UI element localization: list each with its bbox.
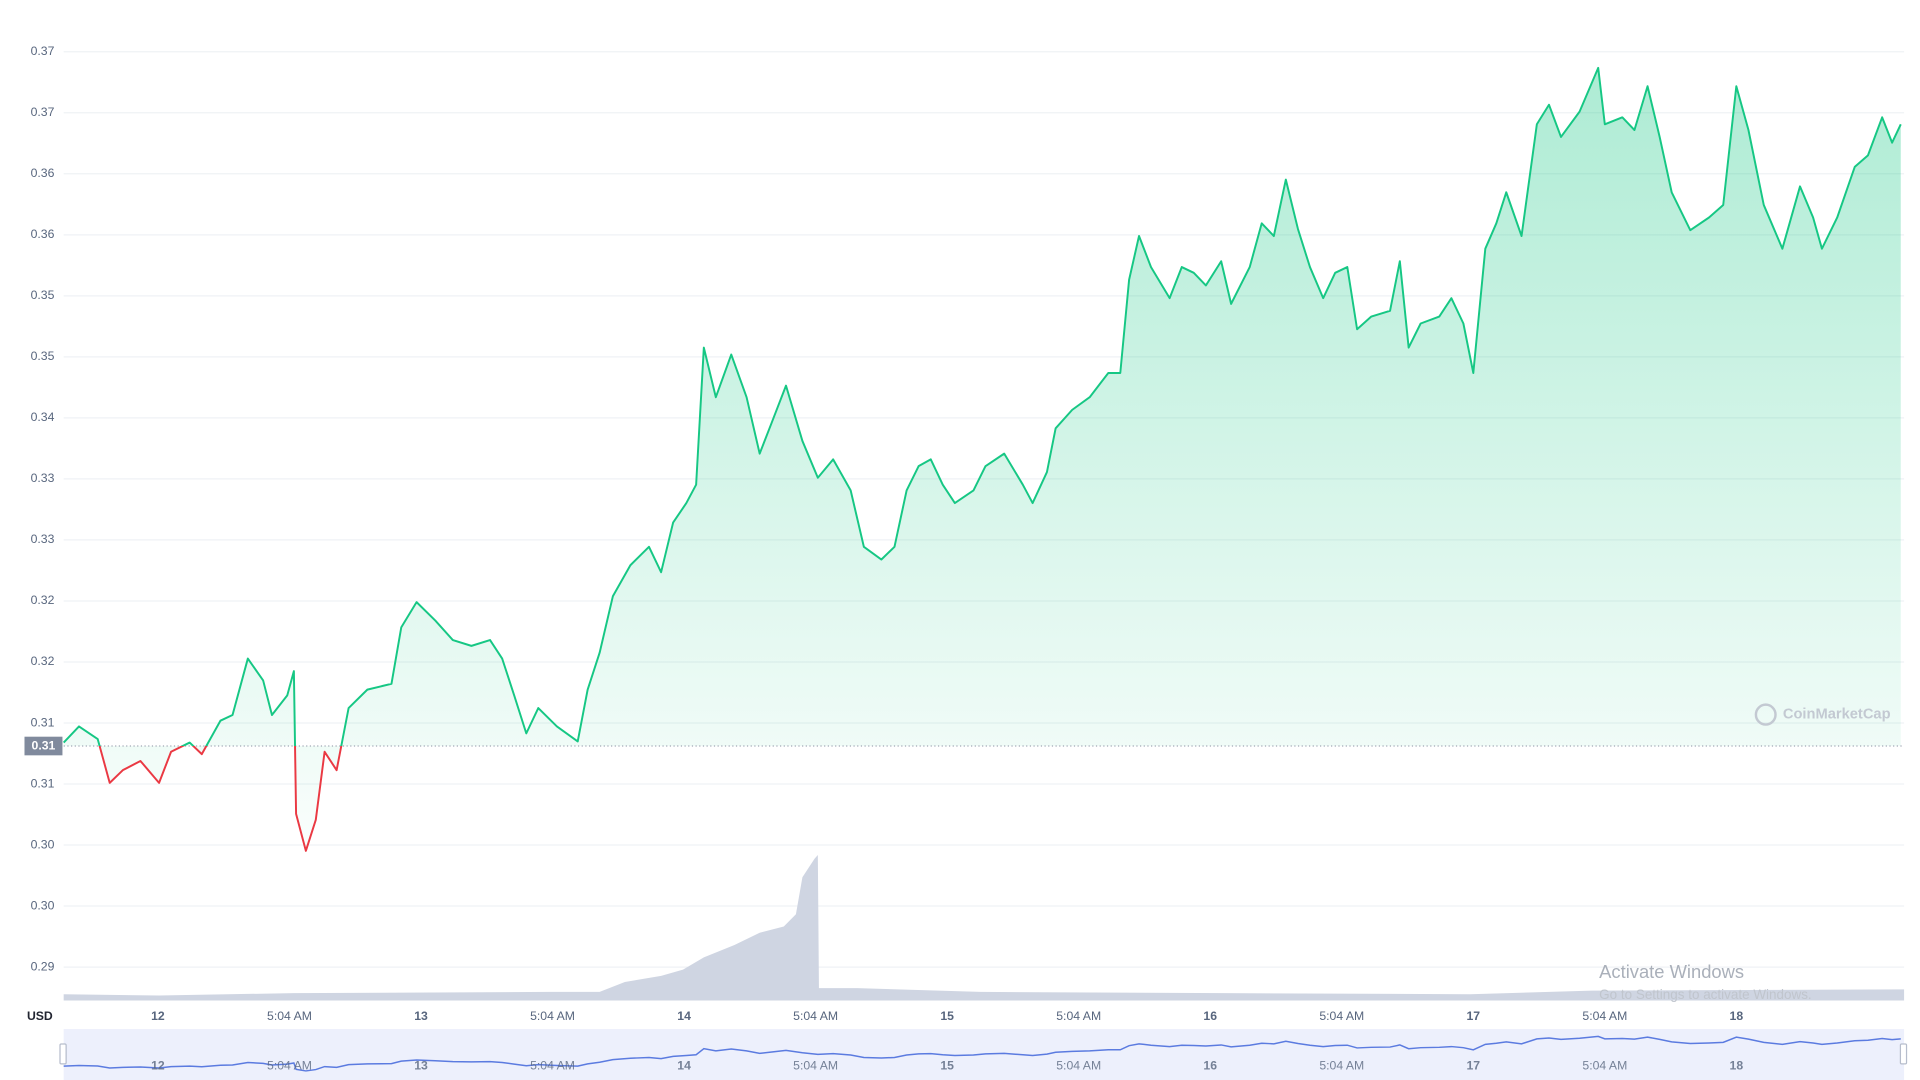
y-tick-label: 0.31: [31, 715, 55, 729]
watermark-icon: [1754, 703, 1777, 726]
navigator-tick-label: 5:04 AM: [267, 1059, 312, 1073]
y-tick-label: 0.37: [31, 105, 55, 119]
navigator-tick-label: 14: [677, 1059, 691, 1073]
navigator-handle-right[interactable]: [1899, 1043, 1908, 1065]
x-tick-label: 5:04 AM: [530, 1009, 575, 1023]
price-line: [62, 66, 1902, 852]
currency-label: USD: [27, 1009, 53, 1023]
navigator-line: [63, 1035, 1901, 1072]
y-tick-label: 0.29: [31, 959, 55, 973]
y-tick-label: 0.32: [31, 593, 55, 607]
x-tick-label: 5:04 AM: [793, 1009, 838, 1023]
price-tag-label: 0.31: [32, 738, 56, 752]
navigator-tick-label: 18: [1730, 1059, 1744, 1073]
y-tick-label: 0.30: [31, 898, 55, 912]
navigator-tick-label: 17: [1466, 1059, 1480, 1073]
x-tick-label: 17: [1466, 1009, 1480, 1023]
x-tick-label: 5:04 AM: [1582, 1009, 1627, 1023]
navigator-tick-label: 12: [151, 1059, 165, 1073]
navigator-tick-label: 15: [940, 1059, 954, 1073]
x-tick-label: 5:04 AM: [267, 1009, 312, 1023]
activation-title: Activate Windows: [1599, 961, 1744, 982]
navigator-tick-label: 16: [1203, 1059, 1217, 1073]
y-tick-label: 0.31: [31, 776, 55, 790]
y-tick-label: 0.33: [31, 471, 55, 485]
x-tick-label: 12: [151, 1009, 165, 1023]
navigator-tick-label: 5:04 AM: [793, 1059, 838, 1073]
price-area: [63, 67, 1901, 851]
price-tag: [24, 736, 63, 756]
x-tick-label: 5:04 AM: [1056, 1009, 1101, 1023]
navigator-tick-label: 5:04 AM: [1056, 1059, 1101, 1073]
navigator-tick-label: 5:04 AM: [530, 1059, 575, 1073]
y-tick-label: 0.36: [31, 166, 55, 180]
navigator-tick-label: 5:04 AM: [1582, 1059, 1627, 1073]
y-tick-label: 0.36: [31, 227, 55, 241]
x-tick-label: 14: [677, 1009, 691, 1023]
x-tick-label: 16: [1203, 1009, 1217, 1023]
navigator-handle-left[interactable]: [59, 1043, 67, 1065]
y-tick-label: 0.37: [31, 44, 55, 58]
y-tick-label: 0.30: [31, 837, 55, 851]
y-tick-label: 0.32: [31, 654, 55, 668]
navigator-tick-label: 13: [414, 1059, 428, 1073]
navigator-tick-label: 5:04 AM: [1319, 1059, 1364, 1073]
x-tick-label: 5:04 AM: [1319, 1009, 1364, 1023]
y-tick-label: 0.33: [31, 532, 55, 546]
watermark: CoinMarketCap: [1783, 706, 1891, 722]
y-tick-label: 0.35: [31, 349, 55, 363]
activation-subtitle: Go to Settings to activate Windows.: [1599, 987, 1811, 1002]
x-tick-label: 13: [414, 1009, 428, 1023]
y-tick-label: 0.35: [31, 288, 55, 302]
y-tick-label: 0.34: [31, 410, 55, 424]
x-tick-label: 15: [940, 1009, 954, 1023]
x-tick-label: 18: [1730, 1009, 1744, 1023]
